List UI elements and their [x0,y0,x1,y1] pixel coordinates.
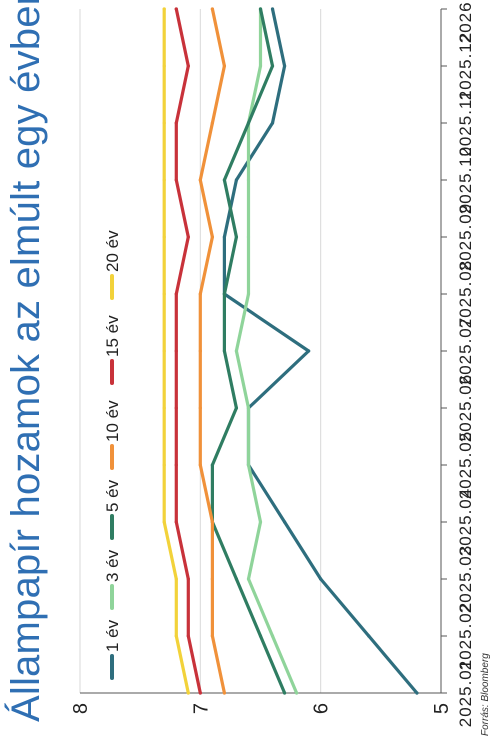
legend-label-5: 20 év [103,230,122,272]
series-5-point-3 [163,520,166,523]
series-3-point-2 [211,577,214,580]
series-0-point-0 [415,691,418,694]
y-tick-label-2: 7 [190,703,212,714]
series-3-point-1 [211,634,214,637]
series-5-point-4 [163,463,166,466]
series-3-point-3 [211,520,214,523]
series-2-point-0 [283,691,286,694]
series-0-point-10 [271,121,274,124]
series-2-point-8 [235,235,238,238]
series-3-point-5 [199,406,202,409]
series-2-point-7 [223,292,226,295]
series-1-point-2 [247,577,250,580]
series-3-point-9 [199,178,202,181]
series-0-point-12 [271,7,274,10]
series-1-point-0 [295,691,298,694]
series-5-point-2 [175,577,178,580]
series-4-point-2 [187,577,190,580]
series-5-point-6 [163,349,166,352]
series-4-point-5 [175,406,178,409]
series-2-point-1 [259,634,262,637]
series-5-point-11 [163,64,166,67]
series-4-point-11 [187,64,190,67]
series-3-point-7 [199,292,202,295]
series-3-point-11 [223,64,226,67]
series-1-point-6 [235,349,238,352]
series-5-point-8 [163,235,166,238]
legend-label-4: 15 év [103,315,122,357]
x-tick-label-12: 2026.01 [456,0,475,43]
series-2-point-6 [223,349,226,352]
series-4-point-6 [175,349,178,352]
y-tick-label-1: 6 [311,703,333,714]
legend-label-2: 5 év [103,479,122,512]
series-0-point-6 [307,349,310,352]
series-3-point-0 [223,691,226,694]
series-2-point-2 [235,577,238,580]
series-3-point-4 [199,463,202,466]
series-2-point-10 [247,121,250,124]
series-1-point-8 [247,235,250,238]
legend-label-1: 3 év [103,549,122,582]
series-line-1 [236,9,296,693]
series-0-point-1 [367,634,370,637]
series-0-point-3 [283,520,286,523]
series-5-point-10 [163,121,166,124]
series-4-point-10 [175,121,178,124]
series-3-point-6 [199,349,202,352]
source-note: Forrás: Bloomberg [480,653,491,736]
series-1-point-7 [247,292,250,295]
series-1-point-11 [259,64,262,67]
series-1-point-1 [271,634,274,637]
series-2-point-4 [211,463,214,466]
series-5-point-5 [163,406,166,409]
series-3-point-12 [211,7,214,10]
series-4-point-4 [175,463,178,466]
y-tick-label-0: 5 [431,703,453,714]
legend-label-3: 10 év [103,400,122,442]
series-5-point-0 [187,691,190,694]
series-0-point-8 [223,235,226,238]
series-line-4 [176,9,200,693]
series-4-point-12 [175,7,178,10]
series-3-point-8 [211,235,214,238]
series-4-point-7 [175,292,178,295]
series-1-point-3 [259,520,262,523]
series-2-point-5 [235,406,238,409]
series-4-point-0 [199,691,202,694]
series-0-point-9 [235,178,238,181]
series-2-point-11 [271,64,274,67]
series-0-point-11 [283,64,286,67]
series-4-point-1 [187,634,190,637]
series-1-point-9 [247,178,250,181]
series-1-point-4 [247,463,250,466]
series-4-point-3 [175,520,178,523]
legend-label-0: 1 év [103,619,122,652]
series-2-point-9 [223,178,226,181]
series-5-point-7 [163,292,166,295]
series-5-point-1 [175,634,178,637]
series-line-3 [200,9,224,693]
series-4-point-8 [187,235,190,238]
series-3-point-10 [211,121,214,124]
y-tick-label-3: 8 [70,703,92,714]
series-5-point-9 [163,178,166,181]
series-0-point-2 [319,577,322,580]
series-5-point-12 [163,7,166,10]
series-4-point-9 [175,178,178,181]
series-2-point-12 [259,7,262,10]
series-1-point-5 [247,406,250,409]
